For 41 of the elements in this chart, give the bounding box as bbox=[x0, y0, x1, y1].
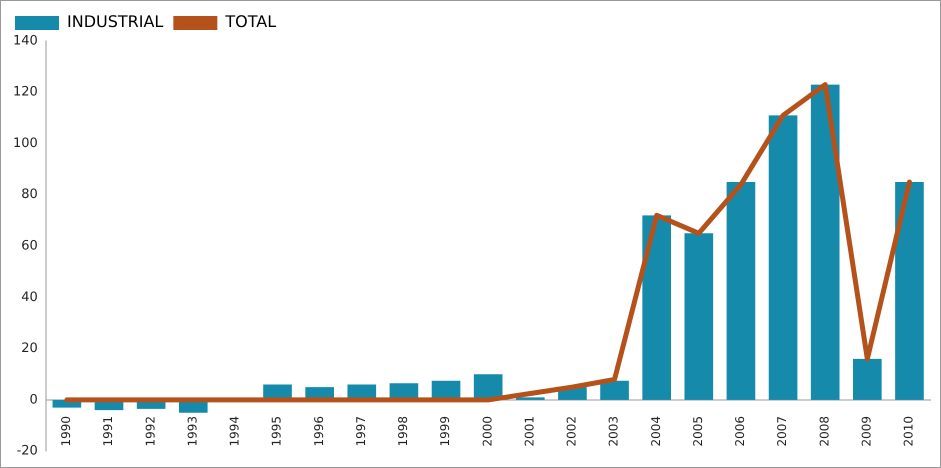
x-tick-label: 1998 bbox=[396, 416, 410, 446]
x-tick-label: 1996 bbox=[312, 416, 326, 446]
x-tick-label: 2005 bbox=[690, 416, 705, 446]
x-tick-label: 2006 bbox=[733, 416, 748, 446]
x-tick-label: 2008 bbox=[817, 416, 832, 446]
y-tick-label: 120 bbox=[12, 84, 38, 100]
bar bbox=[726, 182, 756, 400]
x-tick-label: 2007 bbox=[775, 416, 790, 446]
x-tick-label: 2010 bbox=[902, 416, 916, 446]
x-tick-label: 2009 bbox=[859, 416, 874, 446]
y-tick-label: -20 bbox=[16, 444, 38, 459]
y-tick-label: 140 bbox=[12, 33, 38, 48]
bar bbox=[810, 84, 840, 400]
legend-label: TOTAL bbox=[224, 12, 276, 32]
x-tick-label: 1995 bbox=[270, 416, 284, 446]
bar bbox=[684, 233, 714, 400]
bar bbox=[853, 358, 882, 400]
x-tick-label: 1992 bbox=[143, 416, 158, 446]
legend-label: INDUSTRIAL bbox=[67, 12, 164, 32]
bar bbox=[600, 380, 629, 400]
x-tick-label: 2004 bbox=[648, 416, 663, 446]
x-tick-label: 1990 bbox=[59, 416, 73, 446]
x-tick-label: 1993 bbox=[185, 416, 200, 446]
y-tick-label: 80 bbox=[21, 187, 38, 202]
x-tick-label: 2003 bbox=[606, 416, 621, 446]
x-tick-label: 1991 bbox=[101, 416, 116, 446]
x-tick-label: 1997 bbox=[354, 416, 368, 446]
x-tick-label: 2001 bbox=[522, 416, 536, 446]
bar bbox=[768, 115, 798, 400]
x-tick-label: 2000 bbox=[480, 416, 494, 446]
y-tick-label: 40 bbox=[21, 290, 38, 305]
x-tick-label: 1999 bbox=[438, 416, 452, 446]
x-tick-label: 2002 bbox=[564, 416, 579, 446]
y-tick-label: 60 bbox=[21, 238, 38, 254]
y-tick-label: 20 bbox=[21, 341, 38, 356]
y-tick-label: 100 bbox=[12, 136, 38, 151]
bar bbox=[895, 182, 924, 400]
y-tick-label: 0 bbox=[30, 392, 38, 408]
x-tick-label: 1994 bbox=[228, 416, 242, 446]
bar bbox=[516, 397, 545, 400]
bar bbox=[642, 215, 672, 400]
